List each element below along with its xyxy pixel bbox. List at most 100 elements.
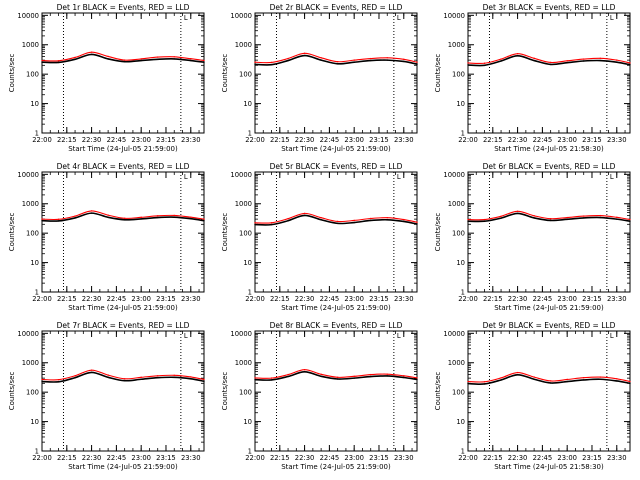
data-point-events xyxy=(123,380,126,382)
y-tick-label: 1 xyxy=(35,130,39,138)
data-point-lld xyxy=(616,59,618,61)
data-point-events xyxy=(157,216,159,219)
x-tick-label: 22:45 xyxy=(107,454,127,462)
y-tick-label: 100 xyxy=(26,230,39,238)
data-point-lld xyxy=(41,378,43,381)
data-point-events xyxy=(353,61,355,63)
data-point-events xyxy=(416,378,418,381)
y-tick-label: 10 xyxy=(243,259,252,267)
y-tick-label: 1000 xyxy=(235,41,252,49)
data-point-events xyxy=(336,222,339,225)
data-point-events xyxy=(203,220,205,222)
x-tick-label: 22:45 xyxy=(533,136,553,144)
y-axis-label: Counts/sec xyxy=(8,54,16,93)
x-tick-label: 23:15 xyxy=(582,136,602,144)
data-point-events xyxy=(270,223,273,226)
data-point-lld xyxy=(629,62,631,64)
y-axis-label: Counts/sec xyxy=(434,54,442,93)
x-axis-label: Start Time (24-Jul-05 21:59:00) xyxy=(281,145,391,153)
data-point-events xyxy=(500,217,502,219)
data-point-lld xyxy=(336,220,339,223)
data-point-lld xyxy=(157,375,159,377)
x-tick-label: 22:30 xyxy=(82,295,102,303)
data-point-lld xyxy=(483,381,486,383)
x-tick-label: 23:30 xyxy=(394,295,414,303)
data-point-lld xyxy=(599,214,601,217)
x-tick-label: 23:15 xyxy=(369,295,389,303)
data-point-events xyxy=(190,59,192,62)
data-point-lld xyxy=(616,378,618,380)
data-point-lld xyxy=(583,58,585,60)
y-tick-label: 10 xyxy=(456,418,465,426)
data-point-lld xyxy=(566,60,568,62)
data-point-events xyxy=(74,217,76,219)
x-tick-label: 23:30 xyxy=(181,295,201,303)
chart-panel: Det 8r BLACK = Events, RED = LLD 1 10 100 10… xyxy=(221,321,418,471)
data-point-events xyxy=(320,219,322,221)
data-point-events xyxy=(599,59,601,62)
x-tick-label: 23:15 xyxy=(582,454,602,462)
data-point-events xyxy=(583,217,585,219)
x-tick-label: 23:00 xyxy=(557,295,577,303)
data-point-lld xyxy=(123,378,126,380)
data-point-lld xyxy=(41,218,43,220)
x-tick-label: 23:00 xyxy=(557,136,577,144)
data-point-events xyxy=(616,61,618,63)
x-tick-label: 22:15 xyxy=(57,295,77,303)
data-point-events xyxy=(336,378,339,380)
chart-panel: Det 2r BLACK = Events, RED = LLD 1 10 100 10… xyxy=(221,3,418,153)
chart-panel: Det 6r BLACK = Events, RED = LLD 1 10 100 10… xyxy=(434,162,631,312)
time-marker-label: L xyxy=(397,14,401,22)
data-point-lld xyxy=(583,377,585,379)
plot-frame xyxy=(254,330,418,452)
data-point-lld xyxy=(629,218,631,221)
data-point-events xyxy=(483,220,486,222)
plot-frame xyxy=(254,12,418,134)
data-point-events xyxy=(353,221,355,224)
data-point-lld xyxy=(566,216,568,219)
chart-title: Det 5r BLACK = Events, RED = LLD xyxy=(270,162,403,171)
data-point-events xyxy=(549,63,552,66)
y-tick-label: 100 xyxy=(239,230,252,238)
data-point-lld xyxy=(516,53,519,55)
data-point-events xyxy=(500,379,502,381)
chart-title: Det 3r BLACK = Events, RED = LLD xyxy=(483,3,616,12)
x-tick-label: 22:15 xyxy=(270,136,290,144)
data-point-lld xyxy=(57,379,60,381)
chart-title: Det 6r BLACK = Events, RED = LLD xyxy=(483,162,616,171)
data-point-events xyxy=(254,379,256,381)
y-axis-label: Counts/sec xyxy=(221,213,229,252)
data-point-lld xyxy=(190,58,192,60)
data-point-events xyxy=(90,53,93,56)
data-point-events xyxy=(157,377,159,379)
y-tick-label: 100 xyxy=(452,71,465,79)
data-point-events xyxy=(483,64,486,67)
data-point-lld xyxy=(90,210,93,212)
data-point-lld xyxy=(467,218,469,221)
time-marker-label: L xyxy=(610,173,614,181)
y-tick-label: 10 xyxy=(30,259,39,267)
data-point-events xyxy=(203,380,205,382)
data-point-events xyxy=(566,62,568,64)
data-point-lld xyxy=(173,374,175,376)
data-point-lld xyxy=(123,217,126,219)
x-axis-label: Start Time (24-Jul-05 21:59:00) xyxy=(68,463,178,471)
data-point-lld xyxy=(173,214,175,217)
chart-title: Det 8r BLACK = Events, RED = LLD xyxy=(270,321,403,330)
data-point-lld xyxy=(353,59,355,61)
data-point-events xyxy=(57,61,60,64)
data-point-events xyxy=(516,212,519,215)
data-point-events xyxy=(254,63,256,66)
x-tick-label: 22:15 xyxy=(483,136,503,144)
y-tick-label: 10000 xyxy=(443,171,465,179)
data-point-lld xyxy=(190,376,192,378)
y-tick-label: 1 xyxy=(248,448,252,456)
y-tick-label: 1000 xyxy=(22,200,39,208)
data-point-events xyxy=(303,54,306,57)
data-point-events xyxy=(500,60,502,62)
data-point-lld xyxy=(500,377,502,379)
data-point-lld xyxy=(123,59,126,61)
y-tick-label: 1 xyxy=(35,448,39,456)
data-point-events xyxy=(629,382,631,385)
